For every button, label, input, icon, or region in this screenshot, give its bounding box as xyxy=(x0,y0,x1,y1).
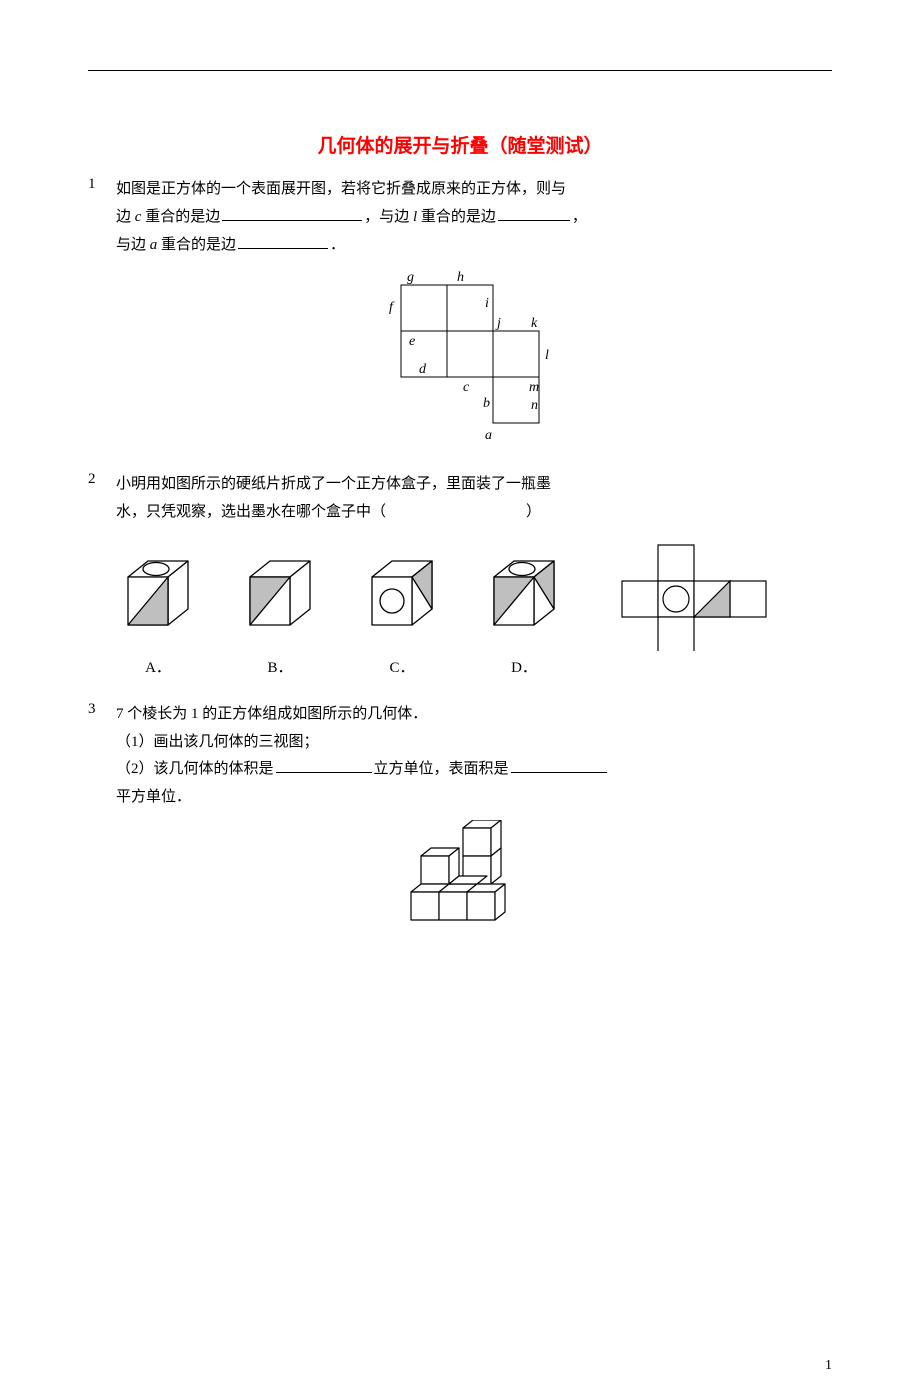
q2-text-1: 小明用如图所示的硬纸片折成了一个正方体盒子，里面装了一瓶墨 xyxy=(116,476,551,492)
q2-number: 2 xyxy=(88,471,116,488)
q3-figure xyxy=(88,820,832,940)
lbl-e: e xyxy=(409,334,415,349)
q2-body: 小明用如图所示的硬纸片折成了一个正方体盒子，里面装了一瓶墨 水，只凭观察，选出墨… xyxy=(116,471,832,683)
q1-text-2e: ， xyxy=(572,209,587,225)
lbl-i: i xyxy=(485,296,489,311)
lbl-a: a xyxy=(485,428,492,443)
cube-c-svg xyxy=(352,547,452,637)
q2-net xyxy=(614,541,774,683)
page-title: 几何体的展开与折叠（随堂测试） xyxy=(88,131,832,158)
q1-figure: g h f i j k e d l c b m n a xyxy=(88,267,832,447)
cube-b-svg xyxy=(230,547,330,637)
top-rule xyxy=(88,70,832,71)
lbl-b: b xyxy=(483,396,490,411)
q1-text-2c: ，与边 xyxy=(364,209,413,225)
lbl-d: d xyxy=(419,362,427,377)
q2-label-c: C． xyxy=(389,655,414,683)
q1-text-2d: 重合的是边 xyxy=(417,209,496,225)
lbl-f: f xyxy=(389,300,395,315)
question-2: 2 小明用如图所示的硬纸片折成了一个正方体盒子，里面装了一瓶墨 水，只凭观察，选… xyxy=(88,471,832,683)
lbl-h: h xyxy=(457,270,464,285)
q1-body: 如图是正方体的一个表面展开图，若将它折叠成原来的正方体，则与 边 c 重合的是边… xyxy=(116,176,832,259)
cube-a-svg xyxy=(108,547,208,637)
q1-text-3b: 重合的是边 xyxy=(157,237,236,253)
q1-text-3c: ． xyxy=(330,237,345,253)
question-1: 1 如图是正方体的一个表面展开图，若将它折叠成原来的正方体，则与 边 c 重合的… xyxy=(88,176,832,259)
q2-label-a: A． xyxy=(145,655,171,683)
lbl-n: n xyxy=(531,398,538,413)
q3-text-1: 7 个棱长为 1 的正方体组成如图所示的几何体． xyxy=(116,706,427,722)
q1-text-1: 如图是正方体的一个表面展开图，若将它折叠成原来的正方体，则与 xyxy=(116,181,566,197)
q3-body: 7 个棱长为 1 的正方体组成如图所示的几何体． （1）画出该几何体的三视图； … xyxy=(116,701,832,812)
q2-option-d[interactable]: D． xyxy=(474,547,574,683)
question-3: 3 7 个棱长为 1 的正方体组成如图所示的几何体． （1）画出该几何体的三视图… xyxy=(88,701,832,812)
q1-text-3a: 与边 xyxy=(116,237,150,253)
bottom-spacer xyxy=(88,964,832,1394)
q1-blank-3[interactable] xyxy=(238,232,328,249)
q1-blank-1[interactable] xyxy=(222,204,362,221)
q1-blank-2[interactable] xyxy=(498,204,570,221)
lbl-c: c xyxy=(463,380,470,395)
q2-text-2b: ） xyxy=(526,504,541,520)
q2-net-svg xyxy=(614,541,774,651)
q1-text-2b: 重合的是边 xyxy=(141,209,220,225)
q3-sub2a: （2）该几何体的体积是 xyxy=(116,761,274,777)
lbl-k: k xyxy=(531,316,538,331)
q3-blank-1[interactable] xyxy=(276,757,372,774)
lbl-m: m xyxy=(529,380,539,395)
q3-solid-svg xyxy=(385,820,535,940)
q3-last: 平方单位． xyxy=(116,789,191,805)
q3-blank-2[interactable] xyxy=(511,757,607,774)
lbl-g: g xyxy=(407,270,414,285)
q3-sub2b: 立方单位，表面积是 xyxy=(374,761,509,777)
q1-net-svg: g h f i j k e d l c b m n a xyxy=(335,267,585,447)
q3-number: 3 xyxy=(88,701,116,718)
q2-option-b[interactable]: B． xyxy=(230,547,330,683)
q2-label-b: B． xyxy=(267,655,292,683)
page-number: 1 xyxy=(825,1358,832,1374)
q2-options-row: A． B． xyxy=(108,541,832,683)
worksheet-page: 几何体的展开与折叠（随堂测试） 1 如图是正方体的一个表面展开图，若将它折叠成原… xyxy=(0,0,920,1394)
q2-text-2a: 水，只凭观察，选出墨水在哪个盒子中（ xyxy=(116,504,386,520)
q2-option-a[interactable]: A． xyxy=(108,547,208,683)
cube-d-svg xyxy=(474,547,574,637)
lbl-j: j xyxy=(495,316,501,331)
lbl-l: l xyxy=(545,348,549,363)
q3-sub1: （1）画出该几何体的三视图； xyxy=(116,734,319,750)
q1-number: 1 xyxy=(88,176,116,193)
q2-label-d: D． xyxy=(511,655,537,683)
q2-option-c[interactable]: C． xyxy=(352,547,452,683)
q1-text-2a: 边 xyxy=(116,209,135,225)
